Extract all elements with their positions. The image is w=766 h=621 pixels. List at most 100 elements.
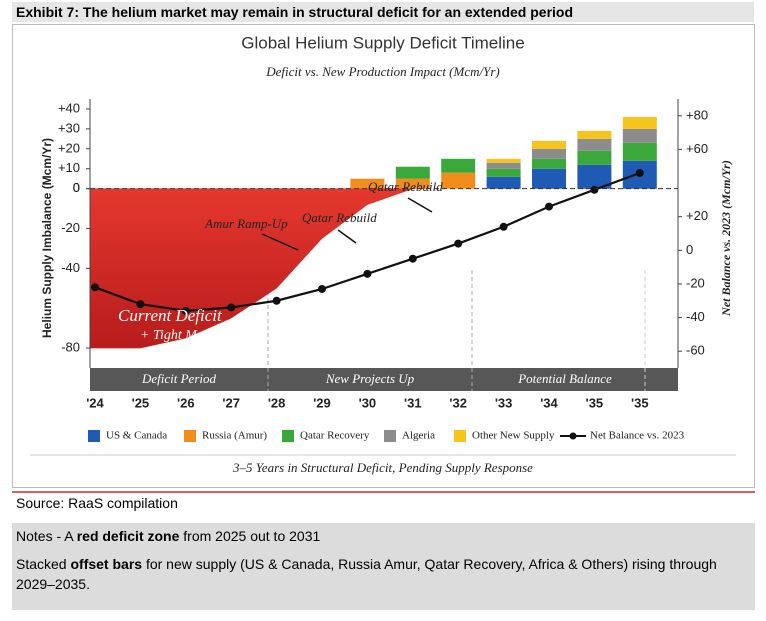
bar-segment — [532, 168, 566, 189]
note-line: Notes - A red deficit zone from 2025 out… — [16, 526, 751, 546]
x-tick-label: '33 — [495, 395, 513, 410]
net-balance-point — [590, 185, 599, 194]
notes: Notes - A red deficit zone from 2025 out… — [12, 523, 755, 610]
bar-segment — [622, 116, 657, 129]
bar-segment — [622, 128, 657, 143]
annotation: + Tight Market — [140, 328, 227, 343]
chart-title: Global Helium Supply Deficit Timeline — [241, 33, 524, 52]
source-rule — [12, 491, 755, 493]
x-tick-label: '25 — [132, 395, 150, 410]
chart-footer: 3–5 Years in Structural Deficit, Pending… — [232, 460, 533, 475]
annotation: Amur Ramp-Up — [204, 216, 288, 231]
note-text: Stacked — [16, 556, 71, 572]
bar-segment — [577, 164, 612, 189]
bar-segment — [577, 150, 612, 165]
legend-swatch — [184, 430, 196, 442]
bar-segment — [395, 178, 430, 189]
note-text: Notes - A — [16, 528, 77, 544]
y2-tick-label: +80 — [686, 107, 708, 122]
note-text: from 2025 out to 2031 — [179, 528, 321, 544]
chart: Global Helium Supply Deficit Timeline De… — [12, 24, 755, 488]
y-axis-label: Helium Supply Imbalance (Mcm/Yr) — [40, 138, 54, 338]
bar-segment — [622, 142, 657, 161]
net-balance-point — [272, 296, 281, 305]
source: Source: RaaS compilation — [16, 495, 178, 511]
bar-segment — [577, 130, 612, 139]
y-tick-label: -20 — [61, 220, 80, 235]
x-tick-label: '29 — [313, 395, 331, 410]
bar-segment — [486, 168, 521, 177]
y2-tick-label: +20 — [686, 208, 708, 223]
x-tick-label: '31 — [404, 395, 422, 410]
y2-tick-label: -60 — [686, 343, 705, 358]
y2-tick-label: 0 — [686, 242, 693, 257]
y-tick-label: +30 — [58, 120, 80, 135]
period-label: Potential Balance — [517, 371, 612, 386]
x-tick-label: '27 — [222, 395, 240, 410]
x-tick-label: '26 — [177, 395, 195, 410]
legend-label: Net Balance vs. 2023 — [590, 430, 685, 442]
y2-tick-label: +60 — [686, 141, 708, 156]
legend-swatch — [282, 430, 294, 442]
net-balance-point — [227, 303, 236, 312]
legend-dot — [569, 432, 577, 440]
legend-label: Other New Supply — [472, 430, 555, 442]
legend-swatch — [88, 430, 100, 442]
exhibit-title: Exhibit 7: The helium market may remain … — [12, 2, 754, 22]
y-tick-label: -40 — [61, 260, 80, 275]
x-tick-label: '32 — [449, 395, 467, 410]
legend-swatch — [454, 430, 466, 442]
x-tick-label: '35 — [631, 395, 649, 410]
annotation-arrow — [261, 233, 299, 251]
net-balance-point — [499, 222, 508, 231]
bar-segment — [486, 162, 521, 169]
y-tick-label: 0 — [73, 180, 80, 195]
y2-tick-label: -20 — [686, 275, 705, 290]
legend-label: Qatar Recovery — [300, 430, 370, 442]
x-tick-label: '34 — [540, 395, 558, 410]
bar-segment — [532, 158, 566, 169]
y2-axis-label: Net Balance vs. 2023 (Mcm/Yr) — [719, 160, 733, 317]
net-balance-point — [181, 306, 190, 315]
x-tick-label: '35 — [586, 395, 604, 410]
net-balance-point — [454, 239, 463, 248]
x-tick-label: '28 — [268, 395, 286, 410]
y-tick-label: +10 — [58, 160, 80, 175]
annotation: Current Deficit — [118, 306, 223, 325]
net-balance-point — [408, 254, 417, 263]
bar-segment — [350, 178, 385, 189]
net-balance-point — [136, 300, 145, 309]
y-tick-label: 0 — [73, 180, 80, 195]
annotation-arrow — [337, 229, 357, 244]
annotation: Qatar Rebuild — [302, 210, 377, 225]
net-balance-point — [635, 168, 644, 177]
legend-label: Russia (Amur) — [202, 430, 267, 442]
note-text: for new supply (US & Canada, Russia Amur… — [16, 556, 717, 592]
x-tick-label: '30 — [359, 395, 377, 410]
annotation-arrow — [407, 197, 433, 213]
bar-segment — [395, 166, 430, 179]
bar-segment — [486, 176, 521, 189]
y-tick-label: -80 — [61, 340, 80, 355]
y-tick-label: +20 — [58, 140, 80, 155]
y2-tick-label: -40 — [686, 309, 705, 324]
legend-label: US & Canada — [106, 430, 167, 442]
note-bold: offset bars — [70, 556, 143, 572]
period-label: Deficit Period — [141, 371, 217, 386]
net-balance-point — [363, 269, 372, 278]
bar-segment — [441, 172, 476, 189]
bar-segment — [532, 140, 566, 149]
bar-segment — [532, 148, 566, 159]
annotation: Qatar Rebuild — [368, 179, 443, 194]
bar-segment — [486, 158, 521, 163]
legend-swatch — [384, 430, 396, 442]
bar-segment — [577, 138, 612, 151]
net-balance-point — [91, 283, 99, 292]
net-balance-point — [318, 284, 326, 293]
bar-segment — [441, 158, 476, 173]
period-band — [90, 368, 678, 391]
y-tick-label: +40 — [58, 100, 80, 115]
x-tick-label: '24 — [86, 395, 104, 410]
annotation: (~70+ Mcm/Yr) — [240, 312, 304, 323]
note-line: Stacked offset bars for new supply (US &… — [16, 554, 751, 594]
